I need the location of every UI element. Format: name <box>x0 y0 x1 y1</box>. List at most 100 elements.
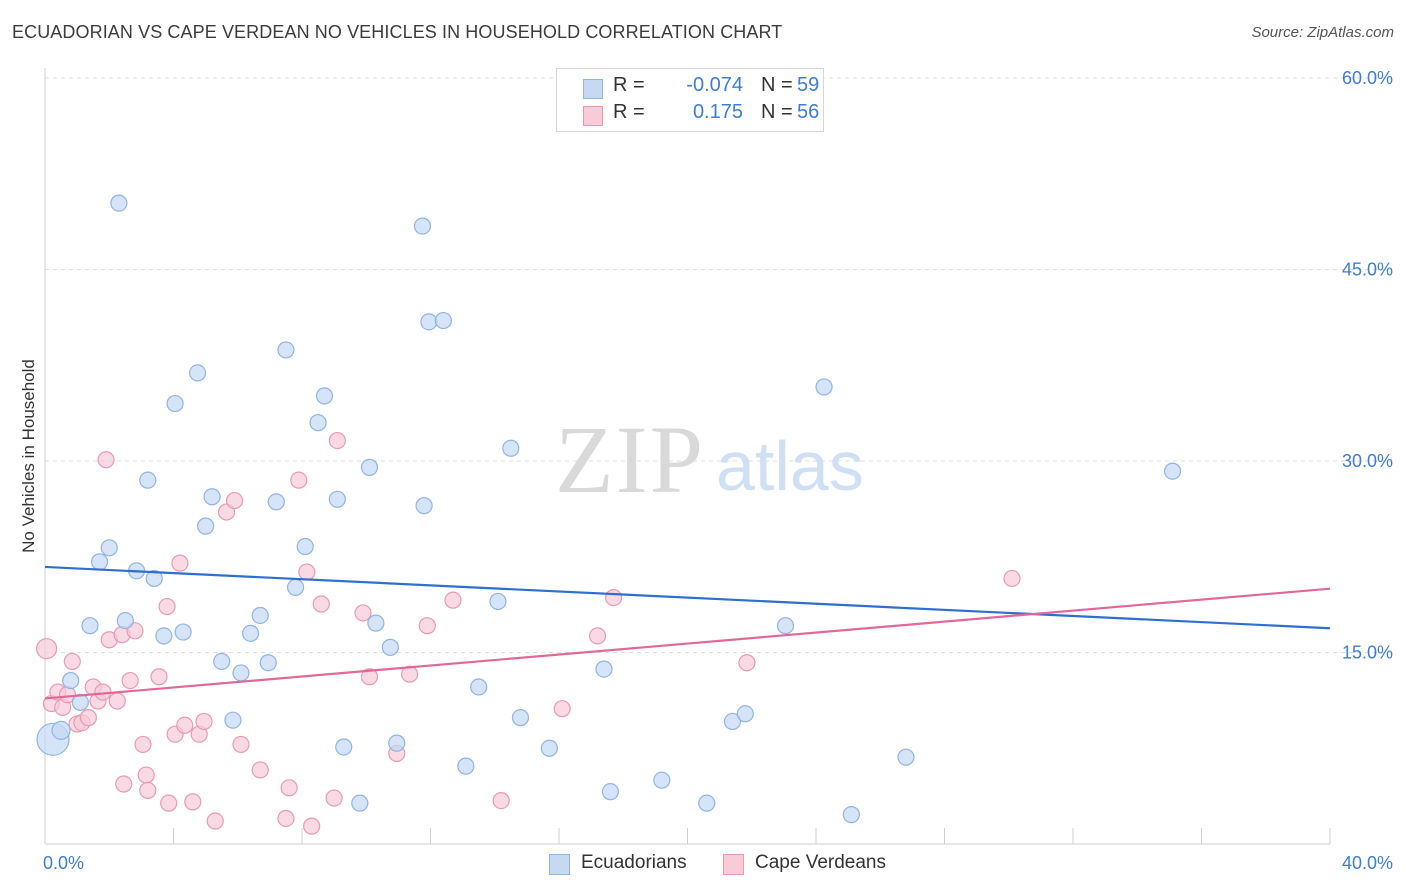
cape-verdeans-swatch <box>583 106 603 126</box>
ecuadorian-point <box>381 638 399 656</box>
ecuadorian-point <box>224 711 242 729</box>
cape-verdean-point <box>251 761 269 779</box>
cape-verdean-point <box>290 471 308 489</box>
cape-verdean-point <box>150 668 168 686</box>
ecuadorian-point <box>360 458 379 476</box>
gridlines <box>45 77 1392 653</box>
ecuadorian-point <box>242 624 260 642</box>
ecuadorian-point <box>736 705 754 723</box>
legend-label-ecuadorians: Ecuadorians <box>581 852 687 873</box>
ecuadorian-point <box>595 660 613 678</box>
ecuadorian-point <box>267 493 285 511</box>
cape-verdean-point <box>139 781 157 799</box>
cape-verdean-point <box>360 668 379 686</box>
cape-verdean-point <box>225 491 244 510</box>
ecuadorian-point <box>415 497 433 515</box>
ecuadorian-point <box>434 311 452 330</box>
ecuadorian-point <box>174 623 192 641</box>
legend-swatch-ecuadorians <box>549 854 570 875</box>
ecuadorian-point <box>653 771 671 789</box>
cape-verdean-point <box>280 779 298 797</box>
cape-verdean-point <box>303 817 321 835</box>
tick-labels: 15.0% 30.0% 45.0% 60.0% 0.0% 40.0% <box>43 68 1393 873</box>
cape-verdean-point <box>553 700 571 718</box>
stats-box: R = -0.074 N = 59 R = 0.175 N = 56 <box>556 68 824 132</box>
ecuadorian-point <box>815 378 833 396</box>
ecuadorian-point <box>601 783 620 801</box>
cape-verdean-point <box>108 692 126 710</box>
cape-verdean-point <box>206 812 224 830</box>
cape-verdean-point <box>588 627 607 645</box>
ecuadorian-point <box>100 539 118 557</box>
ecuadorian-point <box>776 617 795 635</box>
ecuadorian-point <box>188 364 207 382</box>
cape-verdean-point <box>158 597 176 616</box>
n-label: N = <box>761 74 793 96</box>
ecuadorian-point <box>897 748 915 766</box>
ecuadorian-point <box>420 313 438 331</box>
ecuadorian-point <box>502 439 520 457</box>
ecuadorian-point <box>259 654 277 672</box>
cape-verdean-point <box>79 709 97 727</box>
ecuadorian-point <box>388 734 406 752</box>
cape-verdean-point <box>195 712 213 731</box>
ecuadorian-point <box>145 569 163 588</box>
ecuadorian-point <box>91 553 109 571</box>
trend-lines <box>44 565 1331 700</box>
r-label: R = <box>613 101 645 123</box>
cape-verdean-point <box>328 431 346 450</box>
cape-verdean-point <box>97 451 115 469</box>
ecuadorian-point <box>470 678 488 696</box>
ecuadorian-point <box>296 537 314 556</box>
ecuadorian-point <box>71 693 89 711</box>
cape-verdean-point <box>115 775 133 793</box>
x-tick-label: 40.0% <box>1342 853 1393 873</box>
ecuadorian-point <box>166 394 184 413</box>
ecuadorian-point <box>62 671 80 690</box>
ecuadorian-point <box>110 194 128 212</box>
ecuadorian-point <box>335 738 353 756</box>
ecuadorian-point <box>286 578 305 596</box>
y-axis-label: No Vehicles in Household <box>19 359 38 553</box>
chart-title: ECUADORIAN VS CAPE VERDEAN NO VEHICLES I… <box>12 22 783 42</box>
cape-verdean-point <box>160 794 178 812</box>
ecuadorian-point <box>328 490 346 508</box>
ecuadorian-point <box>367 614 385 632</box>
watermark: ZIP atlas <box>555 406 864 513</box>
ecuadorian-point <box>139 471 157 489</box>
ecuadorian-point <box>540 739 558 757</box>
x-tick-label: 0.0% <box>43 853 84 873</box>
cape-verdean-point <box>738 654 756 672</box>
cape-verdean-point <box>298 563 316 581</box>
legend-label-cape-verdeans: Cape Verdeans <box>755 852 886 873</box>
ecuadorian-point <box>203 488 221 506</box>
r-value: -0.074 <box>686 74 743 96</box>
ecuadorian-point <box>489 592 507 611</box>
ecuadorian-point <box>315 387 334 405</box>
cape-verdean-point <box>444 591 462 609</box>
ecuadorian-point <box>232 664 250 682</box>
y-tick-label: 30.0% <box>1342 451 1393 471</box>
ecuadorian-point <box>155 627 173 645</box>
cape-verdean-point <box>1003 569 1021 588</box>
ecuadorian-point <box>197 517 215 535</box>
ecuadorian-point <box>309 414 327 432</box>
cape-verdean-point <box>137 766 155 784</box>
ecuadorian-point <box>277 341 295 359</box>
ecuadorians-swatch <box>583 79 603 99</box>
ecuadorian-point <box>81 617 99 635</box>
cape-verdean-point <box>63 652 81 671</box>
ecuadorian-point <box>842 806 860 824</box>
cape-verdean-point <box>36 638 58 660</box>
y-tick-label: 45.0% <box>1342 260 1393 280</box>
cape-verdean-point <box>121 671 139 690</box>
cape-verdean-point <box>232 735 250 754</box>
n-label: N = <box>761 101 793 123</box>
watermark-atlas: atlas <box>716 427 864 505</box>
ecuadorian-point <box>51 720 71 740</box>
r-value: 0.175 <box>692 101 743 123</box>
ecuadorian-point <box>1163 462 1182 480</box>
ecuadorian-point <box>213 652 231 671</box>
legend-swatch-cape-verdeans <box>723 854 744 875</box>
